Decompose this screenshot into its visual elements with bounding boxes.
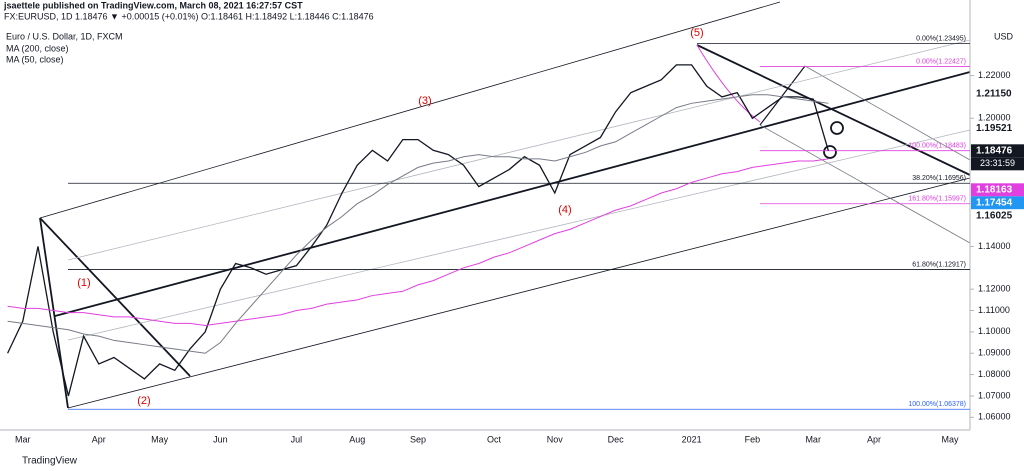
- publisher: jsaettele published on TradingView.com, …: [3, 0, 303, 10]
- legend-entry: MA (200, close): [6, 43, 69, 53]
- x-tick-label: Dec: [608, 434, 625, 444]
- fib-label: 0.00%(1.23495): [916, 35, 966, 42]
- x-tick-label: Feb: [745, 434, 761, 444]
- price-tag: [971, 87, 1024, 101]
- x-tick-label: Sep: [410, 434, 426, 444]
- x-tick-label: Jul: [291, 434, 303, 444]
- price-tag: [971, 196, 1024, 210]
- y-tick-label: 1.08000: [978, 369, 1011, 379]
- x-tick-label: 2021: [682, 434, 702, 444]
- wave-label: (3): [418, 95, 431, 107]
- price-tag-label: 1.21150: [976, 88, 1012, 99]
- y-tick-label: 1.22000: [978, 70, 1011, 80]
- x-tick-label: May: [941, 434, 959, 444]
- price-tag: [971, 144, 1024, 158]
- price-tag-label: 1.16025: [976, 210, 1013, 221]
- y-tick-label: 1.06000: [978, 412, 1011, 422]
- price-tag-label: 1.17454: [976, 197, 1013, 208]
- wave-label: (1): [77, 277, 90, 289]
- price-tag-label: 1.18163: [976, 184, 1013, 195]
- currency: USD: [994, 31, 1014, 41]
- wave-label: (4): [558, 204, 571, 216]
- x-tick-label: Nov: [547, 434, 564, 444]
- ma-line: [7, 94, 829, 354]
- wave-label: (2): [137, 395, 150, 407]
- price-tag-label: 1.18476: [976, 145, 1013, 156]
- price-tag: [971, 183, 1024, 197]
- fib-label: 161.80%(1.15997): [908, 196, 966, 203]
- fib-label: 61.80%(1.12917): [912, 261, 966, 268]
- y-tick-label: 1.10000: [978, 326, 1011, 336]
- price-tag: [971, 121, 1024, 135]
- countdown-box: [971, 157, 1024, 171]
- countdown: 23:31:59: [980, 158, 1015, 168]
- drawings: [39, 1, 971, 409]
- y-tick-label: 1.20000: [978, 113, 1011, 123]
- y-tick-label: 1.12000: [978, 284, 1011, 294]
- x-tick-label: Jun: [213, 434, 228, 444]
- y-tick-label: 1.07000: [978, 390, 1011, 400]
- x-tick-label: Mar: [15, 434, 31, 444]
- x-tick-label: Mar: [805, 434, 821, 444]
- brand: TradingView: [22, 456, 78, 467]
- x-tick-label: Apr: [92, 434, 106, 444]
- x-tick-label: May: [151, 434, 169, 444]
- fib-label: 100.00%(1.06378): [908, 401, 966, 408]
- fib-label: 100.00%(1.18483): [908, 143, 966, 150]
- y-tick-label: 1.14000: [978, 241, 1011, 251]
- price-tag-label: 1.19521: [976, 123, 1013, 134]
- fib-label: 38.20%(1.16956): [912, 175, 966, 182]
- price-line: [7, 64, 830, 397]
- x-tick-label: Apr: [867, 434, 881, 444]
- x-tick-label: Aug: [349, 434, 365, 444]
- y-tick-label: 1.11000: [978, 305, 1010, 315]
- fib-label: 0.00%(1.22427): [916, 58, 966, 65]
- y-tick-label: 1.09000: [978, 348, 1011, 358]
- ma-line: [7, 158, 829, 326]
- wave-label: (5): [690, 27, 703, 39]
- legend-entry: MA (50, close): [6, 54, 64, 64]
- price-tag: [971, 209, 1024, 223]
- chart-title: Euro / U.S. Dollar, 1D, FXCM: [6, 31, 123, 41]
- x-tick-label: Oct: [487, 434, 502, 444]
- quote: FX:EURUSD, 1D 1.18476 ▼ +0.00015 (+0.01%…: [4, 11, 374, 21]
